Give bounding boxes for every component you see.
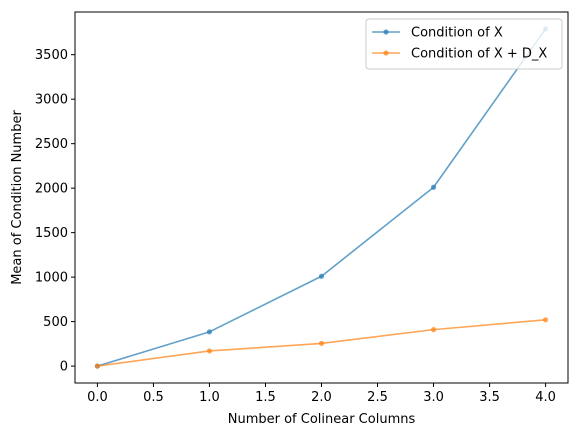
x-tick-label: 2.0 [311,390,332,405]
legend-marker-0 [383,29,389,35]
y-tick-label: 1500 [35,226,68,241]
y-axis-ticks: 0 500 1000 1500 2000 2500 3000 3500 [35,48,75,375]
series-0-point [318,273,325,279]
legend: Condition of X Condition of X + D_X [365,18,563,70]
series-1-point [318,340,325,347]
y-tick-label: 1000 [35,271,68,286]
x-tick-label: 1.0 [199,390,220,405]
legend-label-1: Condition of X + D_X [411,47,547,62]
x-tick-label: 2.5 [367,390,388,405]
series-1-point [94,363,101,369]
y-tick-label: 3000 [35,93,68,108]
y-tick-label: 0 [60,360,68,375]
x-axis-label: Number of Colinear Columns [228,412,416,427]
y-tick-label: 2500 [35,137,68,152]
legend-marker-1 [383,50,389,56]
x-tick-label: 3.0 [423,390,444,405]
legend-box [365,18,563,70]
x-axis-ticks: 0.0 0.5 1.0 1.5 2.0 2.5 3.0 3.5 4.0 [87,383,556,405]
series-0-point [430,184,437,190]
x-tick-label: 1.5 [255,390,276,405]
series-1-point [542,317,549,323]
series-1-point [430,327,437,333]
series-0-point [206,329,213,335]
x-tick-label: 3.5 [479,390,500,405]
x-tick-label: 4.0 [535,390,556,405]
plot-area [75,12,568,383]
y-tick-label: 3500 [35,48,68,63]
y-axis-label: Mean of Condition Number [10,110,25,285]
x-tick-label: 0.0 [87,390,108,405]
y-tick-label: 2000 [35,182,68,197]
legend-label-0: Condition of X [411,26,503,41]
series-1-point [206,348,213,354]
x-tick-label: 0.5 [143,390,164,405]
y-tick-label: 500 [43,315,68,330]
